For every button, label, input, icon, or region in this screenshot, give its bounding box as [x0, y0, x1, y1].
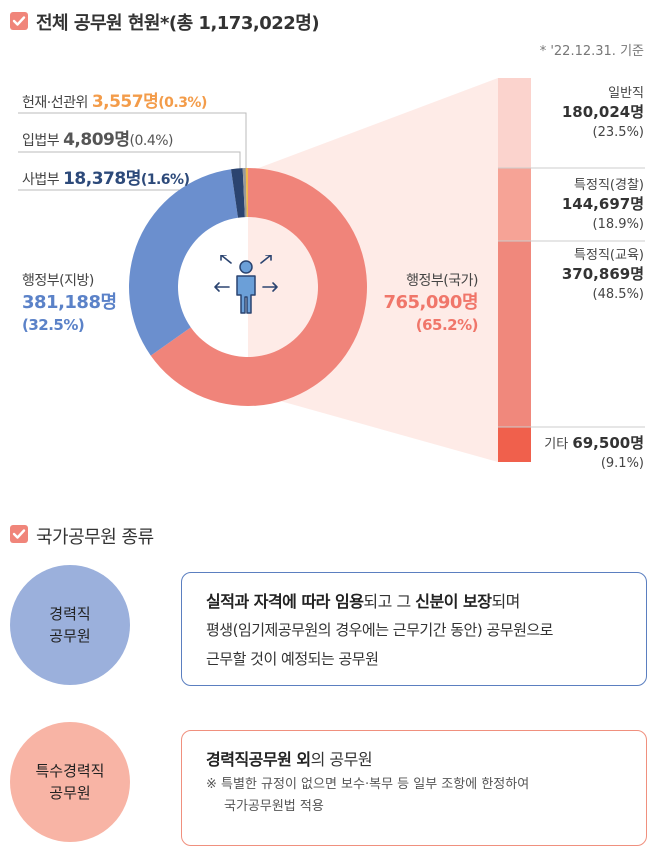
label-hunjae-value: 3,557명 — [91, 92, 159, 112]
label-hunjae-pct: (0.3%) — [158, 95, 207, 111]
label-gukga-name: 행정부(국가) — [406, 273, 478, 289]
seg-general-name: 일반직 — [608, 86, 644, 101]
label-sabeop-value: 18,378명 — [63, 169, 141, 189]
label-ipbeop-name: 입법부 — [22, 133, 60, 149]
career-line3: 근무할 것이 예정되는 공무원 — [206, 650, 379, 668]
label-jibang-name: 행정부(지방) — [22, 273, 94, 289]
label-jibang-value: 381,188명 — [22, 292, 117, 313]
label-ipbeop: 입법부 4,809명(0.4%) — [22, 125, 174, 150]
label-jibang: 행정부(지방) 381,188명 (32.5%) — [22, 270, 117, 336]
chart-svg — [18, 78, 645, 462]
label-hunjae-name: 헌재·선관위 — [22, 95, 88, 111]
special-note2: 국가공무원법 적용 — [224, 799, 324, 814]
stack-segment-1 — [498, 168, 531, 241]
special-circle-line1: 특수경력직 — [35, 762, 105, 780]
special-circle-line2: 공무원 — [49, 784, 91, 802]
person-icon — [214, 255, 278, 314]
stacked-bar — [498, 78, 531, 462]
label-sabeop-name: 사법부 — [22, 172, 60, 188]
stack-segment-2 — [498, 240, 531, 428]
seg-other-pct: (9.1%) — [600, 456, 644, 471]
seg-label-other: 기타 69,500명 (9.1%) — [544, 434, 644, 473]
seg-label-education: 특정직(교육) 370,869명 (48.5%) — [562, 246, 644, 304]
donut-slice-0 — [150, 168, 367, 407]
date-note: * '22.12.31. 기준 — [539, 44, 644, 59]
seg-police-value: 144,697명 — [561, 195, 644, 213]
seg-education-pct: (48.5%) — [592, 287, 644, 302]
career-circle-line2: 공무원 — [49, 627, 91, 645]
leader-line-hunjae — [18, 112, 247, 180]
seg-police-name: 특정직(경찰) — [574, 178, 644, 193]
donut-slice-4 — [245, 168, 248, 218]
label-sabeop: 사법부 18,378명(1.6%) — [22, 164, 190, 189]
donut-slice-2 — [231, 168, 245, 218]
seg-education-value: 370,869명 — [561, 265, 644, 283]
special-bold1: 경력직공무원 외 — [206, 750, 311, 769]
checkbox-icon-2 — [10, 525, 28, 543]
career-mid2: 되며 — [491, 592, 520, 611]
career-mid1: 되고 그 — [363, 592, 416, 611]
chart-title: 전체 공무원 현원*(총 1,173,022명) — [36, 13, 320, 34]
label-jibang-pct: (32.5%) — [22, 316, 85, 334]
stack-segment-3 — [498, 427, 531, 462]
section-title: 국가공무원 종류 — [36, 527, 154, 548]
career-box: 실적과 자격에 따라 임용되고 그 신분이 보장되며 평생(임기제공무원의 경우… — [181, 572, 647, 686]
checkbox-icon — [10, 12, 28, 30]
special-box: 경력직공무원 외의 공무원 ※ 특별한 규정이 없으면 보수·복무 등 일부 조… — [181, 730, 647, 846]
career-bold1: 실적과 자격에 따라 임용 — [206, 592, 364, 611]
seg-education-name: 특정직(교육) — [574, 248, 644, 263]
label-gukga-value: 765,090명 — [383, 292, 478, 313]
label-sabeop-pct: (1.6%) — [140, 172, 190, 188]
label-ipbeop-pct: (0.4%) — [129, 133, 174, 149]
seg-general-pct: (23.5%) — [592, 125, 644, 140]
seg-label-general: 일반직 180,024명 (23.5%) — [562, 84, 644, 142]
seg-other-name: 기타 — [544, 437, 569, 452]
label-gukga-pct: (65.2%) — [415, 316, 479, 334]
donut-slice-3 — [242, 168, 247, 218]
seg-other-value: 69,500명 — [572, 434, 644, 452]
stack-segment-0 — [498, 78, 531, 169]
donut-chart — [129, 168, 367, 407]
career-line2: 평생(임기제공무원의 경우에는 근무기간 동안) 공무원으로 — [206, 621, 553, 639]
label-gukga: 행정부(국가) 765,090명 (65.2%) — [380, 270, 478, 336]
career-circle-line1: 경력직 — [49, 605, 91, 623]
seg-general-value: 180,024명 — [561, 103, 644, 121]
label-ipbeop-value: 4,809명 — [63, 130, 130, 150]
seg-police-pct: (18.9%) — [592, 217, 644, 232]
donut-slice-1 — [129, 169, 239, 356]
label-hunjae: 헌재·선관위 3,557명(0.3%) — [22, 87, 207, 112]
seg-label-police: 특정직(경찰) 144,697명 (18.9%) — [562, 176, 644, 234]
special-rest1: 의 공무원 — [310, 750, 373, 769]
special-note1: ※ 특별한 규정이 없으면 보수·복무 등 일부 조항에 한정하여 — [206, 777, 530, 792]
career-bold2: 신분이 보장 — [415, 592, 492, 611]
